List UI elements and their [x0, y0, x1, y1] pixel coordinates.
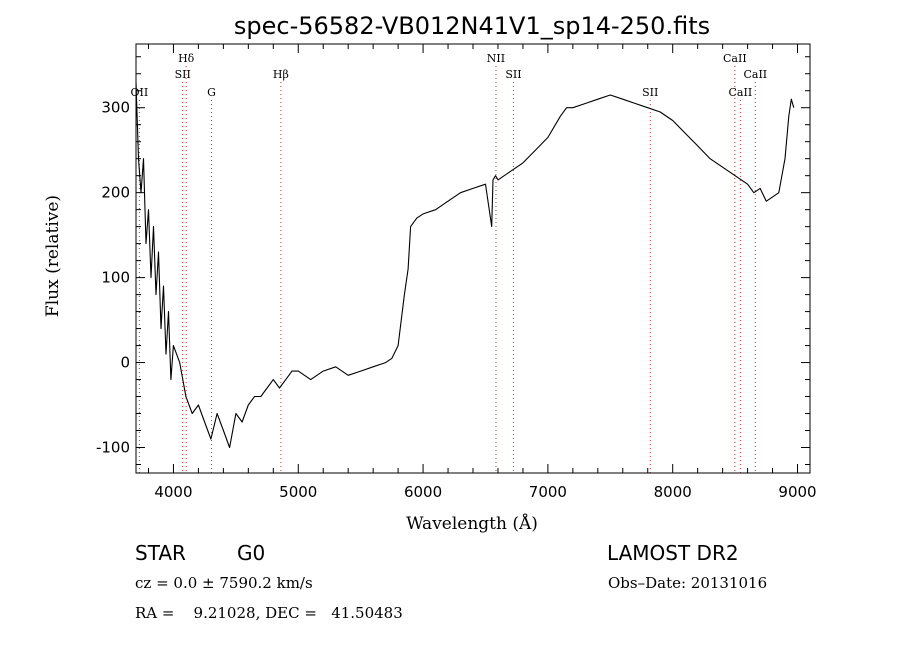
y-tick-label: 0	[120, 354, 130, 372]
x-tick-label: 7000	[529, 483, 567, 501]
spectral-line-label: CaII	[743, 68, 767, 81]
spectral-line-label: SII	[175, 68, 191, 81]
spectral-line-label: Hβ	[273, 68, 289, 81]
x-tick-label: 8000	[654, 483, 692, 501]
obs-date-line: Obs–Date: 20131016	[608, 574, 768, 592]
spectrum-layer	[135, 82, 795, 449]
redshift-line: cz = 0.0 ± 7590.2 km/s	[135, 574, 313, 592]
y-tick-label: 100	[101, 269, 130, 287]
spectral-subclass: G0	[237, 541, 266, 565]
spectral-line-label: NII	[487, 52, 505, 65]
survey-name: LAMOST DR2	[607, 541, 739, 565]
y-tick-label: 300	[101, 99, 130, 117]
ra-dec-line: RA = 9.21028, DEC = 41.50483	[135, 604, 403, 622]
chart-title: spec-56582-VB012N41V1_sp14-250.fits	[234, 12, 710, 40]
y-axis: -100 0 100 200 300	[96, 56, 810, 466]
plot-frame	[135, 43, 811, 474]
spectral-line-label: Hδ	[178, 52, 195, 65]
spectral-line-label: OII	[131, 86, 149, 99]
x-tick-label: 6000	[404, 483, 442, 501]
y-axis-label: Flux (relative)	[43, 195, 63, 317]
x-axis-label: Wavelength (Å)	[406, 513, 538, 534]
x-axis: 4000 5000 6000 7000 8000 9000	[147, 44, 817, 501]
x-tick-label: 4000	[154, 483, 192, 501]
spectrum-line	[135, 82, 795, 449]
spectrum-chart: spec-56582-VB012N41V1_sp14-250.fits OII H…	[43, 12, 817, 534]
spectral-line-label: SII	[642, 86, 658, 99]
spectral-line-label: CaII	[729, 86, 753, 99]
y-tick-label: 200	[101, 184, 130, 202]
object-class: STAR	[135, 541, 186, 565]
spectral-line-label: CaII	[723, 52, 747, 65]
spectral-line-label: G	[207, 86, 216, 99]
y-tick-label: -100	[96, 439, 130, 457]
x-tick-label: 9000	[778, 483, 816, 501]
spectral-line-label: SII	[505, 68, 521, 81]
x-tick-label: 5000	[279, 483, 317, 501]
